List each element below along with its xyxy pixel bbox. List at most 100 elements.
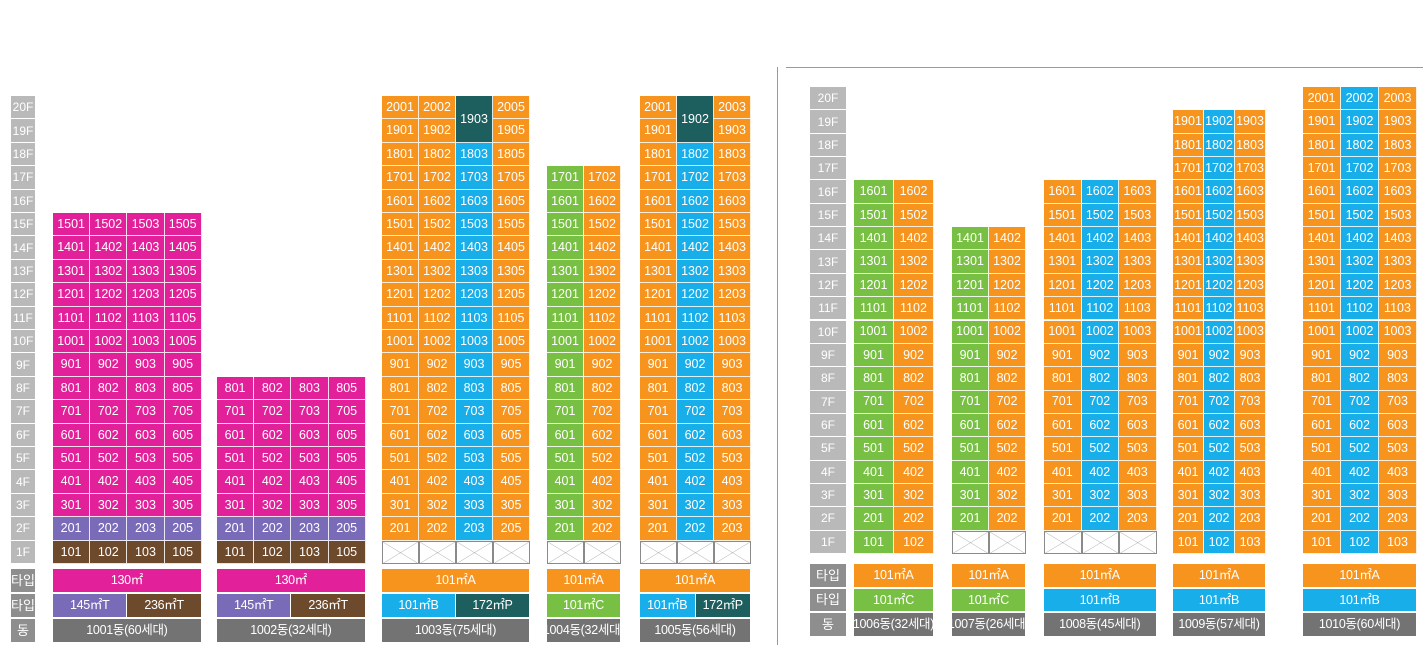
type-legend: 130㎡ <box>217 569 366 592</box>
type-legend: 145㎡T <box>53 594 128 617</box>
unit-cell: 1801 <box>1173 133 1204 158</box>
unit-cell: 702 <box>677 400 714 424</box>
unit-cell: 1301 <box>1044 250 1082 274</box>
unit-cell: 101 <box>1303 530 1341 554</box>
unit-cell: 1101 <box>854 297 894 321</box>
unit-cell: 801 <box>952 367 989 391</box>
unit-cell: 305 <box>164 493 202 518</box>
legend-row-label: 타입 <box>11 594 35 617</box>
unit-cell: 1303 <box>714 259 751 284</box>
type-legend: 101㎡B <box>382 594 456 617</box>
unit-cell: 803 <box>291 376 329 401</box>
unit-cell: 1002 <box>1204 320 1235 344</box>
unit-cell: 1101 <box>1173 297 1204 321</box>
pilotis-void <box>952 530 989 554</box>
building-name: 1001동(60세대) <box>53 619 202 642</box>
unit-cell: 903 <box>127 353 165 377</box>
unit-cell: 101 <box>854 530 894 554</box>
unit-cell: 1401 <box>1303 227 1341 251</box>
unit-cell: 2001 <box>1303 87 1341 111</box>
unit-cell: 105 <box>328 540 366 564</box>
unit-cell: 301 <box>1044 483 1082 508</box>
floor-label: 15F <box>11 213 35 236</box>
unit-cell: 402 <box>894 460 934 484</box>
unit-cell: 1005 <box>164 330 202 354</box>
floor-label: 8F <box>810 367 846 390</box>
unit-cell: 702 <box>1081 390 1119 414</box>
unit-cell: 902 <box>677 353 714 377</box>
floor-label: 4F <box>810 460 846 483</box>
unit-cell: 1202 <box>1204 273 1235 298</box>
unit-cell: 905 <box>493 353 530 377</box>
unit-cell: 1202 <box>419 283 456 307</box>
unit-cell: 801 <box>53 376 91 401</box>
unit-cell: 702 <box>254 400 292 424</box>
unit-cell: 405 <box>328 470 366 494</box>
unit-cell: 1803 <box>1379 133 1417 158</box>
unit-cell: 903 <box>1235 343 1266 368</box>
unit-cell: 401 <box>1173 460 1204 484</box>
floor-label: 3F <box>11 493 35 517</box>
unit-cell: 602 <box>1204 413 1235 438</box>
unit-cell: 802 <box>1341 367 1379 391</box>
unit-cell: 301 <box>952 483 989 508</box>
type-legend: 101㎡B <box>640 594 696 617</box>
unit-cell: 802 <box>1081 367 1119 391</box>
unit-cell: 1301 <box>640 259 677 284</box>
floor-label: 16F <box>810 180 846 203</box>
unit-cell: 1003 <box>1379 320 1417 344</box>
unit-cell: 1905 <box>493 119 530 143</box>
unit-cell: 901 <box>640 353 677 377</box>
unit-cell: 1701 <box>1303 157 1341 181</box>
unit-cell: 505 <box>164 447 202 471</box>
building-name: 1009동(57세대) <box>1173 613 1266 636</box>
unit-cell: 202 <box>90 517 128 541</box>
unit-cell: 1003 <box>714 330 751 354</box>
building-name: 1005동(56세대) <box>640 619 751 642</box>
unit-cell: 601 <box>854 413 894 438</box>
unit-cell: 403 <box>291 470 329 494</box>
unit-cell: 1103 <box>714 306 751 330</box>
unit-cell: 1005 <box>493 330 530 354</box>
unit-cell: 1501 <box>1303 203 1341 228</box>
unit-cell: 1501 <box>1044 203 1082 228</box>
unit-cell: 1002 <box>419 330 456 354</box>
unit-cell: 1101 <box>53 306 91 330</box>
unit-cell: 1303 <box>1379 250 1417 274</box>
unit-cell: 1302 <box>677 259 714 284</box>
unit-cell: 1703 <box>1235 157 1266 181</box>
unit-cell: 503 <box>456 447 493 471</box>
unit-cell: 1102 <box>1081 297 1119 321</box>
unit-cell: 302 <box>254 493 292 518</box>
unit-cell: 201 <box>53 517 91 541</box>
unit-cell: 702 <box>1204 390 1235 414</box>
unit-cell: 402 <box>1341 460 1379 484</box>
unit-cell: 1902 <box>1341 110 1379 134</box>
unit-cell: 1405 <box>164 236 202 260</box>
unit-cell: 503 <box>291 447 329 471</box>
unit-cell: 902 <box>894 343 934 368</box>
unit-cell: 1503 <box>1379 203 1417 228</box>
unit-cell: 1503 <box>456 213 493 237</box>
unit-cell: 601 <box>640 423 677 447</box>
unit-cell: 1403 <box>1235 227 1266 251</box>
unit-cell: 801 <box>1303 367 1341 391</box>
unit-cell: 903 <box>456 353 493 377</box>
unit-cell: 703 <box>127 400 165 424</box>
unit-cell: 603 <box>1119 413 1157 438</box>
unit-cell: 1903 <box>1379 110 1417 134</box>
unit-cell: 102 <box>1341 530 1379 554</box>
unit-cell: 1302 <box>1341 250 1379 274</box>
pilotis-void <box>677 540 714 564</box>
unit-cell: 703 <box>1235 390 1266 414</box>
unit-cell: 803 <box>714 376 751 401</box>
pilotis-void <box>989 530 1026 554</box>
unit-cell: 901 <box>854 343 894 368</box>
unit-cell: 203 <box>127 517 165 541</box>
building-name: 1010동(60세대) <box>1303 613 1417 636</box>
unit-cell: 1701 <box>1173 157 1204 181</box>
unit-cell: 1203 <box>127 283 165 307</box>
unit-cell: 605 <box>328 423 366 447</box>
unit-cell: 501 <box>217 447 255 471</box>
unit-cell: 1602 <box>677 189 714 213</box>
